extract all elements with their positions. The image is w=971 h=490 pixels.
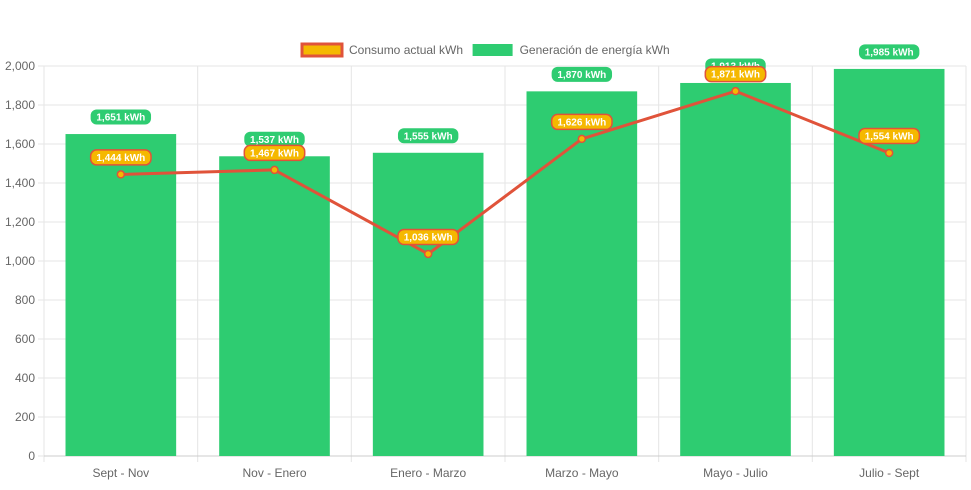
legend-label: Consumo actual kWh: [349, 43, 463, 57]
data-label-text: 1,467 kWh: [250, 148, 299, 159]
data-label-text: 1,444 kWh: [96, 153, 145, 164]
x-axis: Sept - Nov Nov - Enero Enero - Marzo Marzo …: [44, 455, 966, 480]
data-label-bg: [551, 66, 613, 82]
y-tick-label: 1,200: [5, 215, 35, 229]
y-tick-label: 1,800: [5, 98, 35, 112]
data-label: 1,651 kWh: [90, 109, 152, 125]
line-layer: [116, 86, 894, 259]
line-point: [731, 86, 740, 96]
bar: [833, 68, 945, 457]
line-series: [120, 89, 890, 256]
bar: [65, 134, 177, 456]
bar: [680, 82, 791, 456]
data-label: 1,871 kWh: [704, 65, 767, 83]
legend-item[interactable]: Generación de energía kWh: [472, 43, 670, 57]
data-label-text: 1,036 kWh: [404, 232, 453, 243]
data-label-bg: [704, 65, 767, 83]
data-label: 1,870 kWh: [551, 66, 613, 82]
data-label: 1,444 kWh: [89, 149, 152, 166]
data-label: 1,985 kWh: [858, 44, 920, 60]
legend-label: Generación de energía kWh: [520, 43, 670, 57]
data-label-bg: [858, 127, 921, 145]
data-label: 1,554 kWh: [858, 127, 921, 145]
line-point: [884, 148, 894, 158]
data-label-text: 1,537 kWh: [250, 135, 299, 146]
y-tick-label: 1,600: [5, 137, 35, 151]
data-label-bg: [550, 113, 613, 131]
y-tick-label: 600: [15, 332, 35, 346]
line-point: [270, 165, 279, 175]
data-label: 1,626 kWh: [550, 113, 613, 131]
y-tick-label: 1,400: [5, 176, 35, 190]
bar: [526, 91, 638, 456]
x-tick-label: Marzo - Mayo: [545, 466, 619, 480]
data-label: 1,555 kWh: [397, 128, 459, 144]
bar: [219, 156, 330, 456]
y-tick-label: 200: [15, 410, 35, 424]
bars-layer: [65, 68, 945, 457]
data-label-text: 1,870 kWh: [557, 70, 606, 81]
data-label-bg: [858, 44, 920, 60]
bar: [372, 152, 484, 456]
data-label-text: 1,985 kWh: [865, 47, 914, 58]
data-label-text: 1,554 kWh: [865, 131, 914, 142]
data-label-text: 1,555 kWh: [404, 131, 453, 142]
x-tick-label: Enero - Marzo: [390, 466, 466, 480]
data-label-text: 1,626 kWh: [557, 117, 606, 128]
y-tick-label: 0: [28, 449, 35, 463]
data-label-bg: [243, 144, 306, 162]
x-tick-label: Julio - Sept: [859, 466, 920, 480]
data-label-bg: [89, 149, 152, 166]
data-label-text: 1,651 kWh: [96, 113, 145, 124]
data-label-bg: [244, 131, 305, 147]
legend-item[interactable]: Consumo actual kWh: [300, 42, 463, 58]
y-tick-label: 1,000: [5, 254, 35, 268]
line-point: [116, 170, 126, 179]
y-tick-label: 400: [15, 371, 35, 385]
data-label: 1,467 kWh: [243, 144, 306, 162]
y-axis: 0 200 400 600 800 1,000 1,200 1,400 1,600 1,800 2,…: [5, 59, 35, 463]
x-tick-label: Nov - Enero: [242, 466, 306, 480]
data-label-bg: [397, 128, 459, 144]
x-tick-label: Sept - Nov: [92, 466, 149, 480]
data-label-text: 1,871 kWh: [711, 70, 760, 81]
legend-swatch: [300, 42, 344, 58]
data-label-bg: [397, 228, 460, 246]
legend: Consumo actual kWh Generación de energía …: [300, 42, 670, 58]
legend-swatch: [472, 44, 513, 56]
data-label: 1,036 kWh: [397, 228, 460, 246]
data-label: 1,537 kWh: [244, 131, 305, 147]
x-tick-label: Mayo - Julio: [703, 466, 768, 480]
grid-layer: [38, 65, 967, 462]
data-label-bg: [90, 109, 152, 125]
y-tick-label: 800: [15, 293, 35, 307]
line-point: [577, 134, 587, 144]
line-point: [423, 249, 433, 259]
y-tick-label: 2,000: [5, 59, 35, 73]
